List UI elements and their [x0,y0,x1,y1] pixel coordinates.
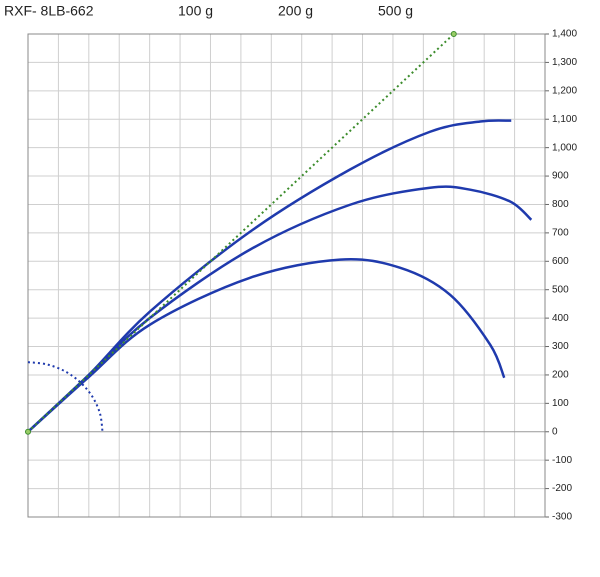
y-tick-label: 600 [552,256,569,267]
legend-label: 500 g [378,3,413,19]
y-tick-label: 400 [552,313,569,324]
y-tick-label: 1,000 [552,142,577,153]
series-line [27,257,506,433]
legend-label: 200 g [278,3,313,19]
y-tick-label: 700 [552,228,569,239]
y-tick-label: 1,300 [552,57,577,68]
legend-label: 100 g [178,3,213,19]
y-tick-label: 800 [552,199,569,210]
series-line [27,119,512,433]
y-tick-label: 1,200 [552,85,577,96]
y-tick-label: 500 [552,284,569,295]
y-tick-label: 0 [552,426,558,437]
y-tick-label: -200 [552,483,572,494]
y-tick-label: 1,400 [552,29,577,40]
series-line [27,185,533,433]
y-tick-label: 300 [552,341,569,352]
y-tick-label: 900 [552,171,569,182]
y-tick-label: 100 [552,398,569,409]
series-line [27,361,104,432]
series-line [27,33,455,433]
y-tick-label: 200 [552,370,569,381]
y-tick-label: -300 [552,512,572,523]
plot-frame [27,33,546,518]
point-marker [450,31,457,37]
y-tick-label: -100 [552,455,572,466]
chart-title: RXF- 8LB-662 [4,3,94,19]
y-tick-label: 1,100 [552,114,577,125]
point-marker [25,428,31,435]
